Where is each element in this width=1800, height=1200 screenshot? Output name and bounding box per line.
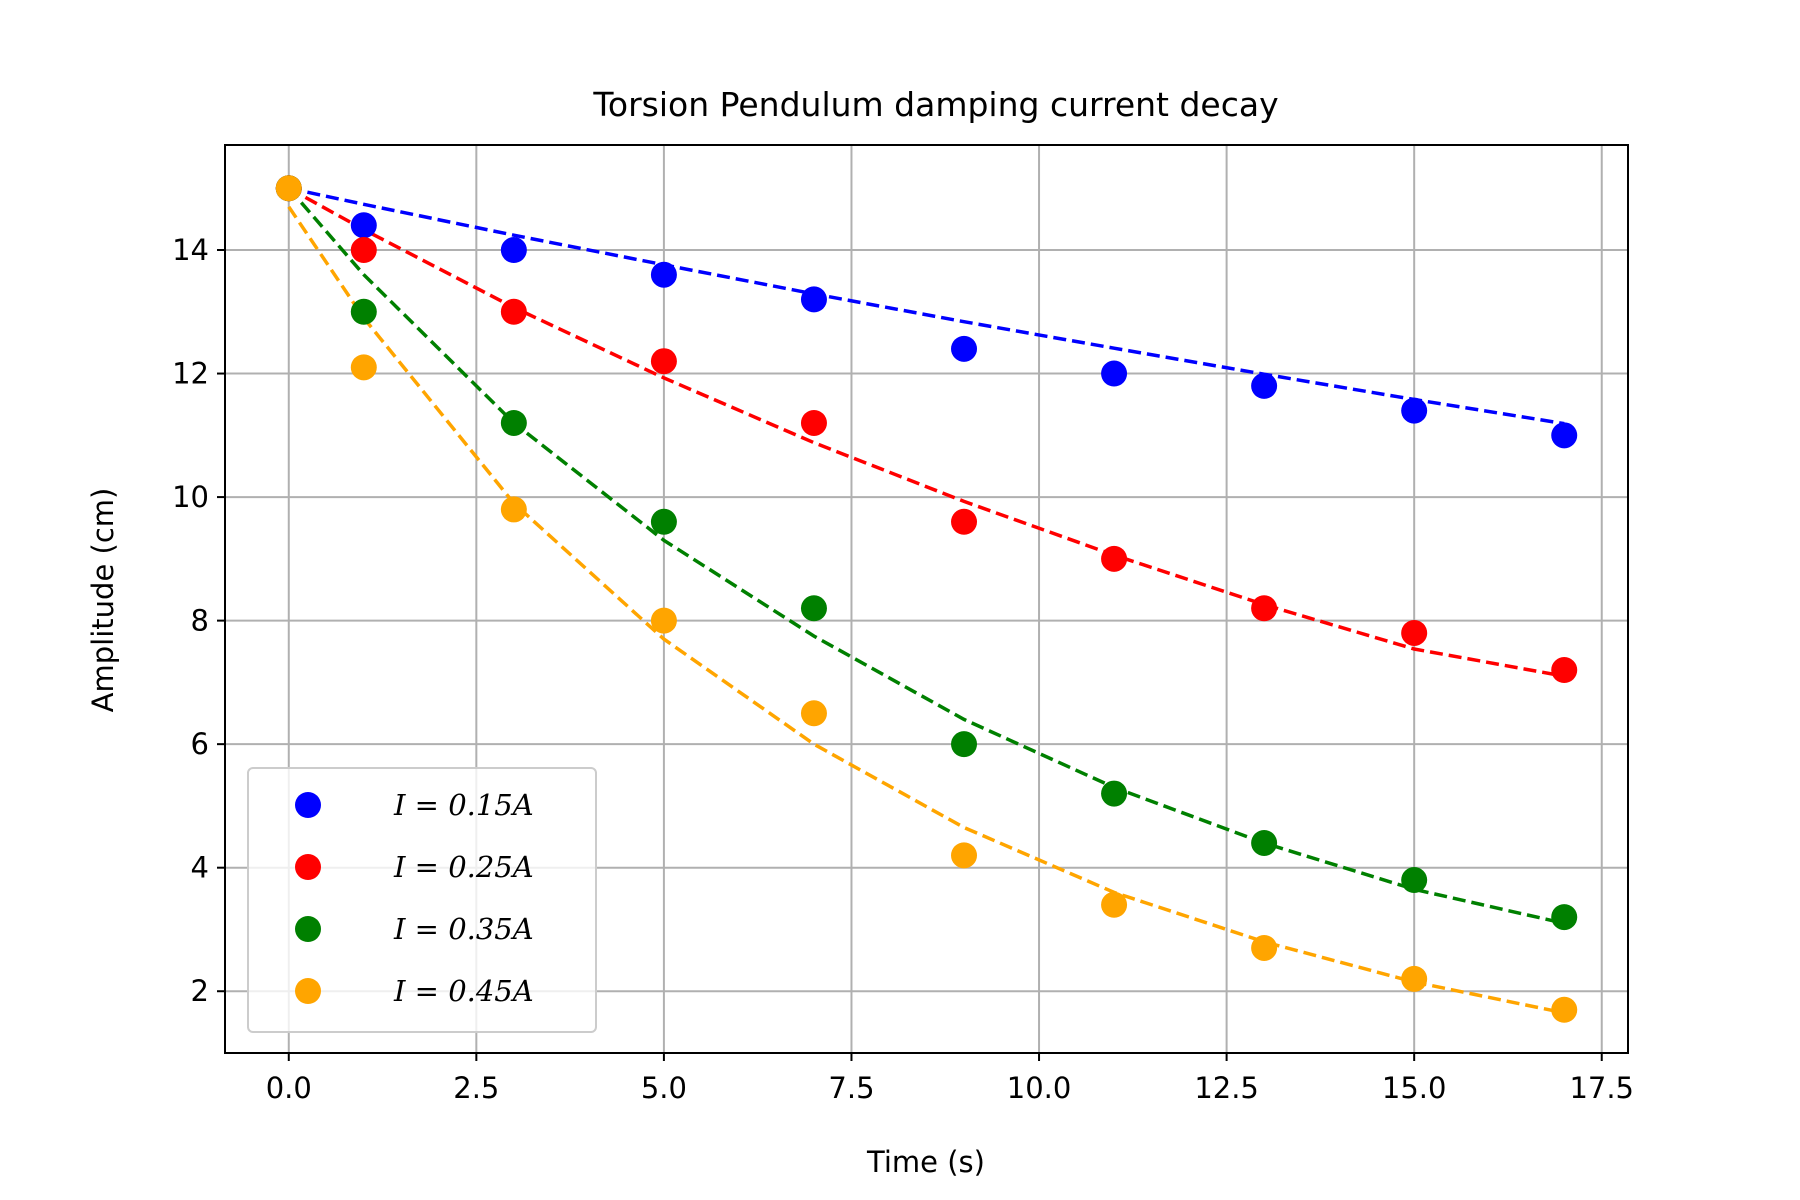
- legend-marker: [295, 854, 321, 880]
- data-point: [275, 175, 302, 202]
- data-point: [800, 286, 827, 313]
- fit-lines: [287, 186, 1565, 1015]
- data-point: [1401, 397, 1428, 424]
- legend-label: I = 0.35A: [393, 912, 534, 946]
- axis-ticks: 0.0 2.5 5.0 7.5 10.0 12.5 15.0 17.5 2 4 6 8 10 12 14: [172, 233, 1634, 1105]
- x-tick-label: 10.0: [1007, 1071, 1072, 1105]
- y-tick-label: 12: [172, 357, 209, 391]
- legend-label: I = 0.45A: [393, 974, 534, 1008]
- y-tick-label: 4: [191, 851, 209, 885]
- data-point: [800, 700, 827, 727]
- data-point: [1551, 422, 1578, 449]
- data-point: [951, 335, 978, 362]
- data-point: [350, 237, 377, 264]
- y-tick-label: 14: [172, 233, 209, 267]
- legend: I = 0.15A I = 0.25A I = 0.35A I = 0.45A: [247, 767, 597, 1033]
- data-point: [350, 212, 377, 239]
- data-point: [1401, 965, 1428, 992]
- x-tick-label: 5.0: [641, 1071, 687, 1105]
- data-point: [951, 508, 978, 535]
- x-tick-label: 2.5: [453, 1071, 499, 1105]
- data-point: [1101, 360, 1128, 387]
- fit-line: [288, 186, 1565, 426]
- data-point: [350, 298, 377, 325]
- x-tick-label: 17.5: [1569, 1071, 1634, 1105]
- y-tick-label: 6: [191, 727, 209, 761]
- data-point: [350, 354, 377, 381]
- fit-line: [287, 187, 1565, 926]
- x-tick-label: 12.5: [1194, 1071, 1259, 1105]
- data-point: [1251, 934, 1278, 961]
- data-point: [500, 409, 527, 436]
- legend-marker: [295, 978, 321, 1004]
- data-point: [800, 595, 827, 622]
- data-point: [1101, 780, 1128, 807]
- x-tick-label: 0.0: [266, 1071, 312, 1105]
- data-point: [500, 298, 527, 325]
- x-axis-label: Time (s): [866, 1145, 985, 1179]
- data-point: [1251, 372, 1278, 399]
- data-point: [1551, 657, 1578, 684]
- data-point: [1251, 829, 1278, 856]
- data-points: [275, 175, 1578, 1023]
- data-point: [500, 237, 527, 264]
- data-point: [1401, 867, 1428, 894]
- y-tick-label: 10: [172, 480, 209, 514]
- fit-line: [287, 186, 1565, 678]
- data-point: [1551, 904, 1578, 931]
- data-point: [650, 261, 677, 288]
- data-point: [500, 496, 527, 523]
- x-tick-label: 7.5: [828, 1071, 874, 1105]
- legend-box: [247, 767, 597, 1033]
- legend-label: I = 0.25A: [393, 850, 534, 884]
- legend-label: I = 0.15A: [393, 788, 534, 822]
- data-point: [1251, 595, 1278, 622]
- data-point: [1101, 545, 1128, 572]
- chart-title: Torsion Pendulum damping current decay: [592, 85, 1278, 124]
- data-point: [1401, 619, 1428, 646]
- data-point: [1101, 891, 1128, 918]
- legend-marker: [295, 916, 321, 942]
- data-point: [650, 348, 677, 375]
- fit-line: [287, 205, 1565, 1015]
- legend-marker: [295, 792, 321, 818]
- y-tick-label: 2: [191, 974, 209, 1008]
- plot-frame: [224, 144, 1629, 1054]
- data-point: [951, 731, 978, 758]
- data-point: [800, 409, 827, 436]
- data-point: [951, 842, 978, 869]
- y-axis-label: Amplitude (cm): [86, 488, 120, 713]
- data-point: [650, 508, 677, 535]
- data-point: [650, 607, 677, 634]
- y-tick-label: 8: [191, 604, 209, 638]
- data-point: [1551, 996, 1578, 1023]
- x-tick-label: 15.0: [1382, 1071, 1447, 1105]
